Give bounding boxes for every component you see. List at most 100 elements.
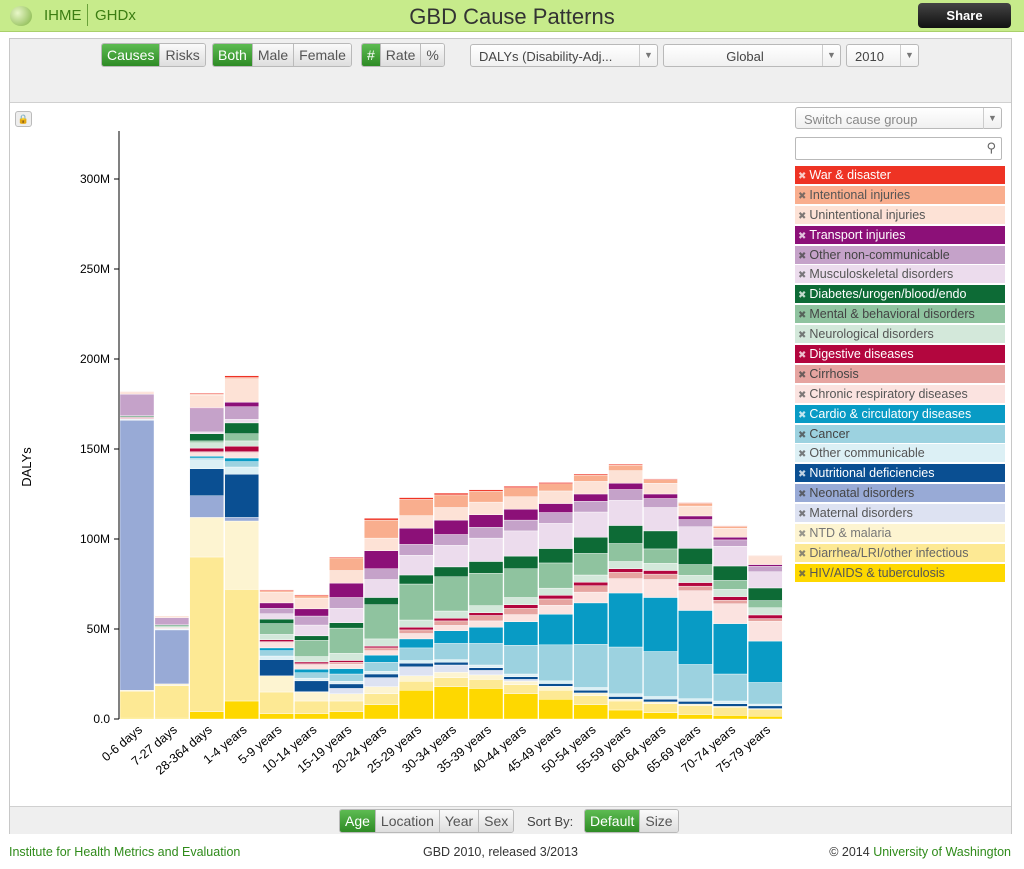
- bar-segment[interactable]: [468, 643, 504, 666]
- share-button[interactable]: Share: [918, 3, 1011, 28]
- footer-uw-link[interactable]: University of Washington: [873, 845, 1011, 859]
- remove-icon[interactable]: ✖: [798, 529, 807, 541]
- bar-segment[interactable]: [713, 715, 748, 720]
- bar-segment[interactable]: [329, 662, 364, 665]
- bar-segment[interactable]: [468, 615, 504, 622]
- bar-segment[interactable]: [329, 683, 364, 689]
- bar-segment[interactable]: [573, 481, 608, 495]
- bar-segment[interactable]: [294, 608, 329, 617]
- bar-segment[interactable]: [713, 589, 748, 597]
- bar-segment[interactable]: [189, 452, 225, 457]
- bar-segment[interactable]: [364, 550, 399, 569]
- bar-segment[interactable]: [573, 585, 608, 593]
- legend-item[interactable]: ✖ Neurological disorders: [795, 325, 1005, 344]
- remove-icon[interactable]: ✖: [798, 350, 807, 362]
- bar-segment[interactable]: [748, 571, 783, 589]
- bar-segment[interactable]: [468, 573, 504, 606]
- legend-item[interactable]: ✖ Diarrhea/LRI/other infectious: [795, 543, 1005, 562]
- bar-segment[interactable]: [399, 660, 434, 664]
- group-by-sex-button[interactable]: Sex: [479, 810, 514, 832]
- bar-segment[interactable]: [364, 604, 399, 640]
- bar-segment[interactable]: [364, 654, 399, 663]
- bar-segment[interactable]: [608, 578, 643, 594]
- bar-segment[interactable]: [538, 644, 573, 682]
- bar-segment[interactable]: [259, 589, 294, 592]
- bar-segment[interactable]: [154, 683, 190, 686]
- bar-segment[interactable]: [468, 627, 504, 644]
- bar-segment[interactable]: [608, 465, 643, 471]
- bar-segment[interactable]: [608, 693, 643, 697]
- bar-segment[interactable]: [294, 594, 329, 596]
- bar-segment[interactable]: [713, 525, 748, 527]
- bar-segment[interactable]: [573, 591, 608, 604]
- bar-segment[interactable]: [503, 679, 539, 682]
- legend-item[interactable]: ✖ Neonatal disorders: [795, 484, 1005, 503]
- bar-segment[interactable]: [329, 688, 364, 695]
- bar-segment[interactable]: [748, 600, 783, 608]
- bar-segment[interactable]: [224, 452, 259, 459]
- bar-segment[interactable]: [538, 605, 573, 615]
- bar-segment[interactable]: [468, 489, 504, 492]
- bar-segment[interactable]: [259, 642, 294, 649]
- bar-segment[interactable]: [748, 614, 783, 619]
- bar-segment[interactable]: [154, 615, 190, 618]
- remove-icon[interactable]: ✖: [798, 171, 807, 182]
- bar-segment[interactable]: [433, 492, 469, 496]
- bar-segment[interactable]: [643, 478, 678, 480]
- remove-icon[interactable]: ✖: [798, 230, 807, 242]
- bar-segment[interactable]: [573, 690, 608, 694]
- bar-segment[interactable]: [399, 528, 434, 545]
- bar-segment[interactable]: [433, 630, 469, 644]
- legend-item[interactable]: ✖ Cirrhosis: [795, 364, 1005, 383]
- bar-segment[interactable]: [678, 701, 713, 705]
- bar-segment[interactable]: [503, 604, 539, 609]
- bar-segment[interactable]: [678, 610, 713, 665]
- bar-segment[interactable]: [573, 537, 608, 554]
- bar-segment[interactable]: [433, 659, 469, 663]
- bar-segment[interactable]: [713, 623, 748, 675]
- bar-segment[interactable]: [503, 673, 539, 677]
- bar-segment[interactable]: [538, 587, 573, 596]
- bar-segment[interactable]: [399, 629, 434, 634]
- remove-icon[interactable]: ✖: [798, 369, 807, 381]
- bar-segment[interactable]: [224, 419, 259, 424]
- bar-segment[interactable]: [538, 598, 573, 606]
- bar-segment[interactable]: [433, 507, 469, 521]
- metric-select[interactable]: DALYs (Disability-Adj... ▼: [470, 44, 658, 67]
- bar-segment[interactable]: [503, 693, 539, 720]
- bar-segment[interactable]: [294, 677, 329, 682]
- bar-segment[interactable]: [573, 553, 608, 576]
- bar-segment[interactable]: [573, 687, 608, 691]
- legend-item[interactable]: ✖ Digestive diseases: [795, 345, 1005, 364]
- bar-segment[interactable]: [329, 582, 364, 598]
- bar-segment[interactable]: [643, 530, 678, 550]
- bar-segment[interactable]: [119, 690, 155, 719]
- bar-segment[interactable]: [503, 487, 539, 497]
- bar-segment[interactable]: [503, 608, 539, 615]
- bar-segment[interactable]: [748, 705, 783, 709]
- bar-segment[interactable]: [678, 705, 713, 715]
- bar-segment[interactable]: [713, 546, 748, 567]
- bar-segment[interactable]: [329, 627, 364, 654]
- bar-segment[interactable]: [329, 711, 364, 720]
- bar-segment[interactable]: [433, 519, 469, 535]
- bar-segment[interactable]: [468, 605, 504, 614]
- bar-segment[interactable]: [433, 643, 469, 660]
- bar-segment[interactable]: [329, 597, 364, 609]
- ihme-logo-icon[interactable]: [10, 6, 32, 26]
- bar-segment[interactable]: [678, 590, 713, 611]
- bar-segment[interactable]: [433, 545, 469, 568]
- bar-segment[interactable]: [573, 602, 608, 645]
- bar-segment[interactable]: [713, 703, 748, 707]
- bar-segment[interactable]: [608, 464, 643, 466]
- bar-segment[interactable]: [748, 716, 783, 720]
- bar-segment[interactable]: [643, 483, 678, 495]
- bar-segment[interactable]: [608, 572, 643, 579]
- bar-segment[interactable]: [643, 703, 678, 713]
- legend-item[interactable]: ✖ Chronic respiratory diseases: [795, 384, 1005, 403]
- bar-segment[interactable]: [294, 700, 329, 714]
- bar-segment[interactable]: [294, 691, 329, 702]
- remove-icon[interactable]: ✖: [798, 509, 807, 521]
- sex-female-button[interactable]: Female: [294, 44, 351, 66]
- bar-segment[interactable]: [608, 709, 643, 720]
